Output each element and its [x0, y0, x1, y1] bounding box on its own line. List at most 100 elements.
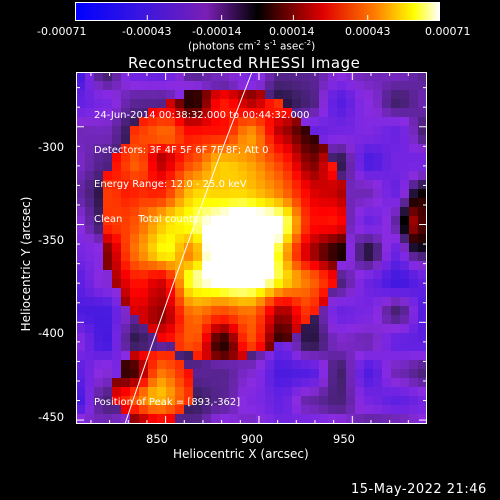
heatmap-cell — [337, 369, 347, 379]
heatmap-cell — [346, 225, 356, 235]
heatmap-cell — [274, 90, 284, 100]
heatmap-cell — [391, 306, 401, 316]
heatmap-cell — [130, 153, 140, 163]
heatmap-cell — [85, 378, 95, 388]
heatmap-cell — [94, 261, 104, 271]
heatmap-cell — [391, 81, 401, 91]
heatmap-cell — [373, 180, 383, 190]
heatmap-cell — [364, 108, 374, 118]
heatmap-cell — [355, 252, 365, 262]
heatmap-cell — [112, 351, 122, 361]
heatmap-cell — [319, 99, 329, 109]
heatmap-cell — [265, 207, 275, 217]
heatmap-cell — [211, 306, 221, 316]
heatmap-cell — [202, 396, 212, 406]
heatmap-cell — [139, 405, 149, 415]
heatmap-cell — [355, 189, 365, 199]
heatmap-cell — [400, 216, 410, 226]
heatmap-cell — [229, 333, 239, 343]
heatmap-cell — [346, 270, 356, 280]
heatmap-cell — [121, 216, 131, 226]
heatmap-cell — [301, 198, 311, 208]
heatmap-cell — [202, 270, 212, 280]
heatmap-cell — [373, 144, 383, 154]
heatmap-cell — [121, 180, 131, 190]
heatmap-cell — [220, 261, 230, 271]
heatmap-cell — [247, 144, 257, 154]
heatmap-cell — [184, 171, 194, 181]
heatmap-cell — [382, 126, 392, 136]
heatmap-cell — [94, 270, 104, 280]
heatmap-cell — [247, 405, 257, 415]
heatmap-cell — [130, 306, 140, 316]
heatmap-cell — [148, 405, 158, 415]
heatmap-cell — [319, 405, 329, 415]
heatmap-cell — [247, 72, 257, 82]
heatmap-cell — [220, 162, 230, 172]
heatmap-cell — [121, 108, 131, 118]
heatmap-cell — [319, 297, 329, 307]
heatmap-cell — [328, 207, 338, 217]
heatmap-cell — [373, 261, 383, 271]
heatmap-cell — [346, 180, 356, 190]
heatmap-cell — [148, 252, 158, 262]
heatmap-cell — [175, 351, 185, 361]
heatmap-cell — [310, 135, 320, 145]
heatmap-cell — [346, 306, 356, 316]
heatmap-cell — [274, 207, 284, 217]
heatmap-cell — [121, 153, 131, 163]
heatmap-cell — [310, 270, 320, 280]
heatmap-cell — [184, 396, 194, 406]
heatmap-cell — [130, 387, 140, 397]
heatmap-cell — [256, 414, 266, 424]
heatmap-cell — [94, 369, 104, 379]
heatmap-cell — [157, 81, 167, 91]
heatmap-cell — [409, 90, 419, 100]
heatmap-cell — [373, 108, 383, 118]
heatmap-cell — [238, 180, 248, 190]
heatmap-cell — [256, 180, 266, 190]
heatmap-cell — [202, 216, 212, 226]
heatmap-cell — [400, 387, 410, 397]
heatmap-cell — [283, 144, 293, 154]
heatmap-cell — [103, 144, 113, 154]
heatmap-cell — [148, 279, 158, 289]
heatmap-cell — [400, 108, 410, 118]
heatmap-cell — [112, 198, 122, 208]
heatmap-cell — [265, 162, 275, 172]
heatmap-cell — [130, 252, 140, 262]
heatmap-cell — [85, 216, 95, 226]
heatmap-cell — [121, 315, 131, 325]
heatmap-cell — [121, 234, 131, 244]
heatmap-cell — [265, 108, 275, 118]
heatmap-cell — [193, 351, 203, 361]
heatmap-cell — [391, 171, 401, 181]
heatmap-cell — [319, 117, 329, 127]
heatmap-cell — [157, 378, 167, 388]
heatmap-cell — [229, 225, 239, 235]
heatmap-cell — [211, 81, 221, 91]
heatmap-cell — [85, 387, 95, 397]
heatmap-cell — [103, 378, 113, 388]
heatmap-cell — [400, 396, 410, 406]
heatmap-cell — [409, 225, 419, 235]
heatmap-cell — [418, 387, 427, 397]
heatmap-cell — [238, 216, 248, 226]
heatmap-cell — [103, 216, 113, 226]
heatmap-cell — [400, 99, 410, 109]
heatmap-cell — [328, 333, 338, 343]
heatmap-cell — [310, 324, 320, 334]
heatmap-cell — [409, 288, 419, 298]
heatmap-cell — [364, 207, 374, 217]
heatmap-cell — [220, 81, 230, 91]
heatmap-cell — [391, 387, 401, 397]
heatmap-cell — [220, 342, 230, 352]
heatmap-cell — [346, 189, 356, 199]
heatmap-cell — [310, 369, 320, 379]
heatmap-cell — [391, 180, 401, 190]
heatmap-cell — [157, 369, 167, 379]
heatmap-cell — [229, 297, 239, 307]
heatmap-cell — [139, 342, 149, 352]
heatmap-cell — [103, 333, 113, 343]
heatmap-cell — [364, 126, 374, 136]
